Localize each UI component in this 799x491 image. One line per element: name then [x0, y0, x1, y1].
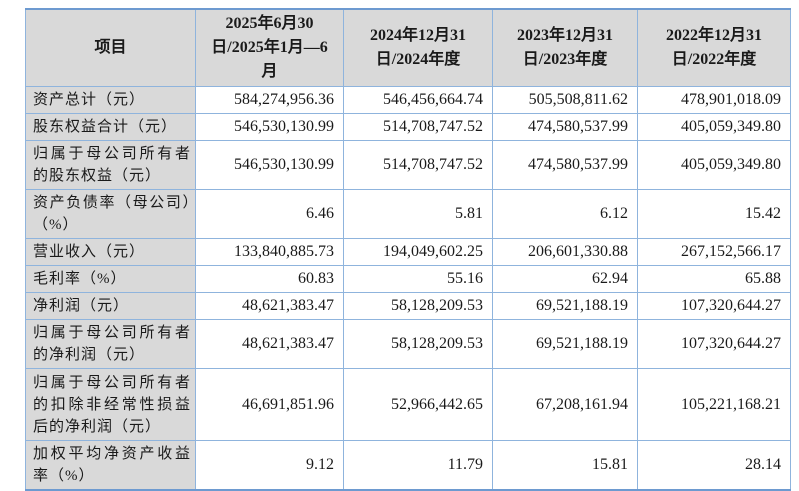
value-cell: 546,456,664.74 — [343, 86, 493, 114]
value-cell: 60.83 — [195, 265, 344, 293]
row-label: 净利润（元） — [25, 292, 196, 320]
row-label: 归属于母公司所有者的股东权益（元） — [25, 140, 196, 190]
value-cell: 69,521,188.19 — [492, 319, 638, 369]
value-cell: 46,691,851.96 — [195, 368, 344, 441]
value-cell: 6.46 — [195, 189, 344, 239]
value-cell: 58,128,209.53 — [343, 319, 493, 369]
row-label: 资产负债率（母公司）（%） — [25, 189, 196, 239]
value-cell: 546,530,130.99 — [195, 140, 344, 190]
table-row-revenue: 营业收入（元） 133,840,885.73 194,049,602.25 20… — [25, 238, 791, 266]
column-header-item: 项目 — [25, 8, 196, 87]
value-cell: 65.88 — [637, 265, 791, 293]
table-row-gross-margin: 毛利率（%） 60.83 55.16 62.94 65.88 — [25, 265, 791, 293]
table-row-net-profit-parent: 归属于母公司所有者的净利润（元） 48,621,383.47 58,128,20… — [25, 319, 791, 369]
value-cell: 267,152,566.17 — [637, 238, 791, 266]
value-cell: 9.12 — [195, 440, 344, 491]
value-cell: 194,049,602.25 — [343, 238, 493, 266]
value-cell: 6.12 — [492, 189, 638, 239]
value-cell: 584,274,956.36 — [195, 86, 344, 114]
table-row-debt-ratio: 资产负债率（母公司）（%） 6.46 5.81 6.12 15.42 — [25, 189, 791, 239]
value-cell: 58,128,209.53 — [343, 292, 493, 320]
table-row-total-assets: 资产总计（元） 584,274,956.36 546,456,664.74 50… — [25, 86, 791, 114]
column-header-2024: 2024年12月31日/2024年度 — [343, 8, 493, 87]
value-cell: 478,901,018.09 — [637, 86, 791, 114]
table-row-weighted-roe: 加权平均净资产收益率（%） 9.12 11.79 15.81 28.14 — [25, 440, 791, 491]
value-cell: 474,580,537.99 — [492, 113, 638, 141]
value-cell: 133,840,885.73 — [195, 238, 344, 266]
value-cell: 28.14 — [637, 440, 791, 491]
value-cell: 405,059,349.80 — [637, 113, 791, 141]
value-cell: 5.81 — [343, 189, 493, 239]
value-cell: 474,580,537.99 — [492, 140, 638, 190]
row-label: 加权平均净资产收益率（%） — [25, 440, 196, 491]
table-row-net-profit: 净利润（元） 48,621,383.47 58,128,209.53 69,52… — [25, 292, 791, 320]
value-cell: 52,966,442.65 — [343, 368, 493, 441]
header-row: 项目 2025年6月30日/2025年1月—6月 2024年12月31日/202… — [25, 8, 791, 87]
value-cell: 405,059,349.80 — [637, 140, 791, 190]
row-label: 归属于母公司所有者的净利润（元） — [25, 319, 196, 369]
column-header-2025: 2025年6月30日/2025年1月—6月 — [195, 8, 344, 87]
row-label: 毛利率（%） — [25, 265, 196, 293]
value-cell: 546,530,130.99 — [195, 113, 344, 141]
table-row-net-profit-deducted: 归属于母公司所有者的扣除非经常性损益后的净利润（元） 46,691,851.96… — [25, 368, 791, 441]
value-cell: 514,708,747.52 — [343, 140, 493, 190]
row-label: 营业收入（元） — [25, 238, 196, 266]
financial-summary-table: 项目 2025年6月30日/2025年1月—6月 2024年12月31日/202… — [25, 8, 791, 491]
row-label: 归属于母公司所有者的扣除非经常性损益后的净利润（元） — [25, 368, 196, 441]
value-cell: 15.42 — [637, 189, 791, 239]
table-row-total-equity: 股东权益合计（元） 546,530,130.99 514,708,747.52 … — [25, 113, 791, 141]
column-header-2023: 2023年12月31日/2023年度 — [492, 8, 638, 87]
value-cell: 62.94 — [492, 265, 638, 293]
row-label: 资产总计（元） — [25, 86, 196, 114]
column-header-2022: 2022年12月31日/2022年度 — [637, 8, 791, 87]
value-cell: 206,601,330.88 — [492, 238, 638, 266]
value-cell: 69,521,188.19 — [492, 292, 638, 320]
value-cell: 67,208,161.94 — [492, 368, 638, 441]
value-cell: 505,508,811.62 — [492, 86, 638, 114]
value-cell: 15.81 — [492, 440, 638, 491]
value-cell: 105,221,168.21 — [637, 368, 791, 441]
value-cell: 48,621,383.47 — [195, 319, 344, 369]
value-cell: 11.79 — [343, 440, 493, 491]
value-cell: 48,621,383.47 — [195, 292, 344, 320]
value-cell: 514,708,747.52 — [343, 113, 493, 141]
value-cell: 107,320,644.27 — [637, 319, 791, 369]
row-label: 股东权益合计（元） — [25, 113, 196, 141]
document-page: 项目 2025年6月30日/2025年1月—6月 2024年12月31日/202… — [25, 8, 791, 491]
value-cell: 55.16 — [343, 265, 493, 293]
table-row-equity-parent: 归属于母公司所有者的股东权益（元） 546,530,130.99 514,708… — [25, 140, 791, 190]
value-cell: 107,320,644.27 — [637, 292, 791, 320]
